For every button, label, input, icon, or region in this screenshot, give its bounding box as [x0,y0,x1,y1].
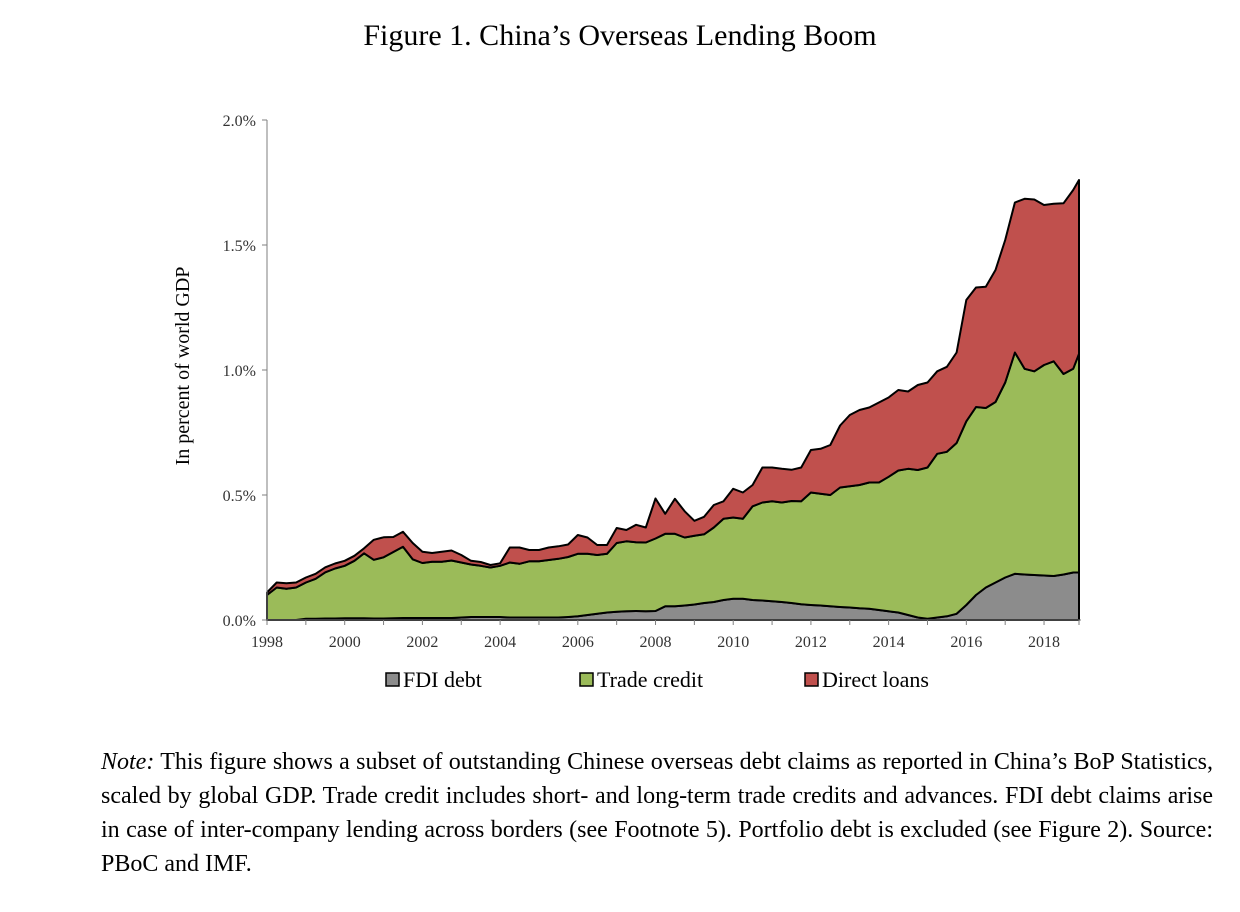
stacked-area-chart: 0.0% 0.5% 1.0% 1.5% 2.0% 1998 2000 2002 2004 2006… [172,113,1081,692]
legend: FDI debt Trade credit Direct loans [385,667,929,692]
legend-swatch [579,672,594,687]
y-tick-label: 1.0% [223,363,256,380]
x-tick-label: 2008 [640,634,672,651]
x-tick-label: 2010 [717,634,749,651]
x-tick-label: 2014 [873,634,905,651]
x-tick-label: 2000 [329,634,361,651]
x-tick-label: 1998 [251,634,283,651]
figure-title: Figure 1. China’s Overseas Lending Boom [363,19,877,52]
legend-label: Direct loans [822,667,929,692]
y-axis-title: In percent of world GDP [172,267,194,466]
y-tick-label: 0.5% [223,488,256,505]
y-tick-label: 0.0% [223,613,256,630]
legend-item-direct-loans: Direct loans [804,667,929,692]
legend-label: Trade credit [597,667,703,692]
x-tick-label: 2012 [795,634,827,651]
legend-swatch [385,672,400,687]
y-tick-label: 1.5% [223,238,256,255]
x-tick-label: 2018 [1028,634,1060,651]
y-tick-label: 2.0% [223,113,256,130]
figure-note: Note: This figure shows a subset of outs… [101,745,1213,881]
legend-item-trade-credit: Trade credit [579,667,703,692]
legend-item-fdi-debt: FDI debt [385,667,482,692]
x-tick-label: 2016 [950,634,982,651]
legend-swatch [804,672,819,687]
note-text: This figure shows a subset of outstandin… [101,749,1213,877]
x-tick-label: 2006 [562,634,594,651]
area-direct-loans [266,179,1080,596]
x-tick-label: 2002 [406,634,438,651]
legend-label: FDI debt [403,667,482,692]
x-tick-label: 2004 [484,634,516,651]
note-label: Note: [101,749,155,775]
axes-layer: 0.0% 0.5% 1.0% 1.5% 2.0% 1998 2000 2002 2004 2006… [172,113,1081,651]
areas-layer [266,179,1080,621]
